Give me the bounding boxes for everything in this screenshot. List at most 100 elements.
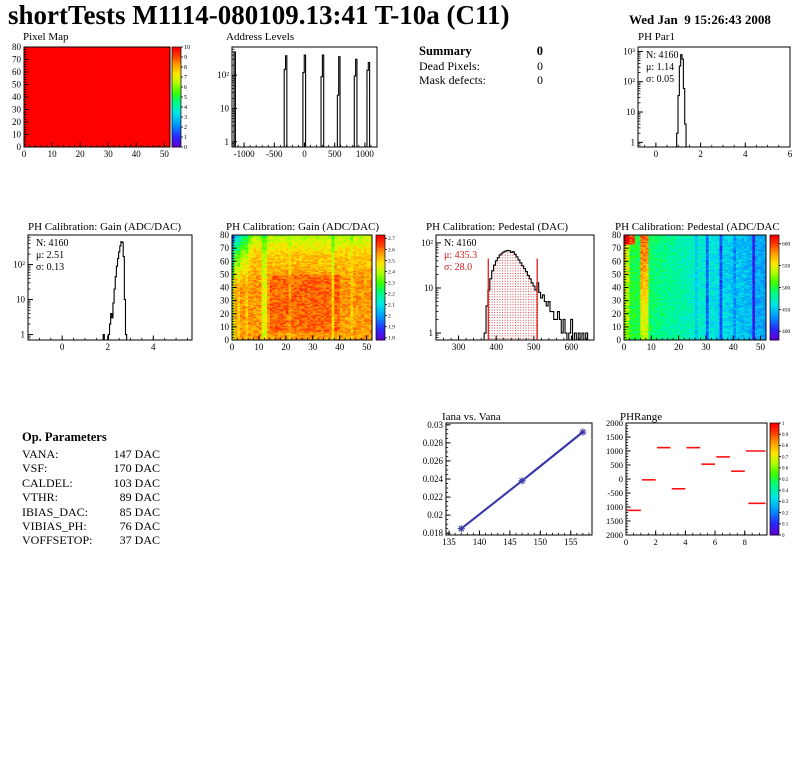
op-parameter-label: VSF: [22, 461, 48, 476]
chart-iana-vs-vana: Iana vs. Vana 135 140 145 150 155 0.018 0.02 0.… [400, 408, 600, 550]
svg-text:2: 2 [105, 342, 110, 352]
svg-text:1000: 1000 [606, 502, 623, 512]
svg-text:6: 6 [788, 149, 793, 159]
svg-text:σ: 0.05: σ: 0.05 [646, 74, 674, 85]
svg-text:8: 8 [743, 537, 747, 547]
svg-text:10²: 10² [217, 70, 229, 80]
x-axis: -1000 -500 0 500 1000 [231, 142, 378, 159]
chart-title: PH Par1 [638, 31, 675, 43]
summary-row-label: Mask defects: [419, 73, 486, 88]
histogram-outline [483, 249, 589, 341]
svg-text:10: 10 [220, 322, 230, 332]
svg-text:0: 0 [302, 149, 307, 159]
svg-text:0: 0 [184, 145, 187, 151]
svg-text:10: 10 [16, 295, 26, 305]
histogram-fill [488, 250, 538, 340]
chart-ph-range: PHRange 0 2 4 6 8 2000 1500 1000 500 0 -500 1000 150… [604, 408, 796, 550]
svg-text:1: 1 [631, 137, 636, 147]
svg-text:7: 7 [184, 75, 187, 81]
svg-text:30: 30 [12, 105, 22, 115]
svg-text:1: 1 [21, 330, 26, 340]
chart-title: PH Calibration: Gain (ADC/DAC) [226, 221, 380, 233]
y-axis: 1 10 10² 10³ [623, 46, 643, 148]
svg-text:0.026: 0.026 [423, 456, 444, 466]
svg-text:30: 30 [220, 296, 230, 306]
svg-text:0: 0 [22, 149, 27, 159]
ped_map-plot: 0 10 20 30 40 5001020304050607080600550500450… [612, 230, 791, 352]
svg-text:1: 1 [184, 135, 187, 141]
chart-ph-par1: PH Par1 0 2 4 6 1 10 10² 10³ N: 4160 μ: 1.14 σ: 0.… [608, 28, 796, 160]
svg-text:0.03: 0.03 [427, 420, 443, 430]
svg-text:20: 20 [12, 117, 22, 127]
svg-text:400: 400 [489, 342, 503, 352]
y-axis: 0 10 20 30 40 50 60 70 80 [612, 230, 629, 345]
svg-text:0.028: 0.028 [423, 438, 444, 448]
y-axis: 1 10 10² [421, 238, 441, 341]
svg-text:80: 80 [612, 230, 622, 240]
svg-text:4: 4 [151, 342, 156, 352]
chart-title: Pixel Map [23, 31, 69, 43]
svg-text:20: 20 [674, 342, 684, 352]
svg-text:40: 40 [220, 283, 230, 293]
svg-text:10: 10 [184, 45, 190, 51]
page-title: shortTests M1114-080109.13:41 T-10a (C11… [8, 0, 510, 30]
svg-text:μ: 1.14: μ: 1.14 [646, 62, 674, 73]
colorbar: 2.7 2.6 2.5 2.4 2.3 2.2 2.1 2 1.9 1.8 [375, 234, 395, 342]
svg-text:-500: -500 [607, 488, 623, 498]
op-parameter-row: VANA: 147 DAC [22, 447, 160, 461]
svg-text:40: 40 [729, 342, 739, 352]
svg-text:10³: 10³ [623, 46, 635, 56]
svg-text:40: 40 [132, 149, 142, 159]
svg-text:10²: 10² [13, 260, 25, 270]
plot-frame [23, 46, 171, 148]
svg-text:2: 2 [698, 149, 703, 159]
ped_map-heatmap [624, 235, 766, 340]
plot-frame [27, 234, 193, 341]
svg-text:0.4: 0.4 [782, 489, 789, 494]
summary-row-value: 0 [537, 73, 543, 88]
svg-text:0: 0 [619, 474, 623, 484]
svg-text:μ: 2.51: μ: 2.51 [36, 250, 64, 261]
svg-text:20: 20 [612, 309, 622, 319]
svg-text:0.022: 0.022 [423, 492, 443, 502]
svg-text:70: 70 [220, 243, 230, 253]
x-axis: 0 10 20 30 40 50 [622, 335, 767, 352]
svg-text:50: 50 [12, 80, 22, 90]
svg-text:0.02: 0.02 [427, 510, 443, 520]
op-parameter-row: IBIAS_DAC: 85 DAC [22, 505, 160, 519]
data-point-marker [457, 525, 465, 533]
svg-text:0: 0 [17, 142, 22, 152]
chart-title: PH Calibration: Gain (ADC/DAC) [28, 221, 182, 233]
data-point-marker [518, 477, 526, 485]
svg-text:0: 0 [624, 537, 628, 547]
y-axis: 0 10 20 30 40 50 60 70 80 [12, 42, 29, 152]
x-axis: 135 140 145 150 155 [442, 530, 590, 547]
y-axis: 1 10 10² [13, 236, 33, 341]
op-parameter-label: CALDEL: [22, 475, 73, 490]
svg-text:80: 80 [12, 42, 22, 52]
op-parameter-label: VIBIAS_PH: [22, 519, 87, 534]
svg-text:500: 500 [527, 342, 541, 352]
svg-text:10: 10 [626, 107, 636, 117]
svg-text:0: 0 [654, 149, 659, 159]
op-parameter-row: VIBIAS_PH: 76 DAC [22, 519, 160, 533]
svg-text:2.1: 2.1 [388, 303, 395, 309]
svg-text:2.6: 2.6 [388, 247, 395, 253]
y-axis: 0.018 0.02 0.022 0.024 0.026 0.028 0.03 [423, 420, 451, 538]
svg-text:1500: 1500 [606, 432, 623, 442]
svg-text:0.6: 0.6 [782, 467, 789, 472]
x-axis: 0 2 4 6 [644, 142, 793, 159]
svg-text:40: 40 [12, 92, 22, 102]
svg-text:0.7: 0.7 [782, 455, 789, 460]
colorbar: 0 0.1 0.2 0.3 0.4 0.5 0.6 0.7 0.8 0.9 1 [769, 422, 789, 539]
op-parameters-heading: Op. Parameters [22, 430, 107, 444]
svg-text:-1000: -1000 [234, 149, 255, 159]
svg-text:0.1: 0.1 [782, 523, 789, 528]
svg-text:2: 2 [654, 537, 658, 547]
svg-text:0.018: 0.018 [423, 528, 444, 538]
svg-text:10: 10 [647, 342, 657, 352]
svg-text:2.5: 2.5 [388, 258, 395, 264]
